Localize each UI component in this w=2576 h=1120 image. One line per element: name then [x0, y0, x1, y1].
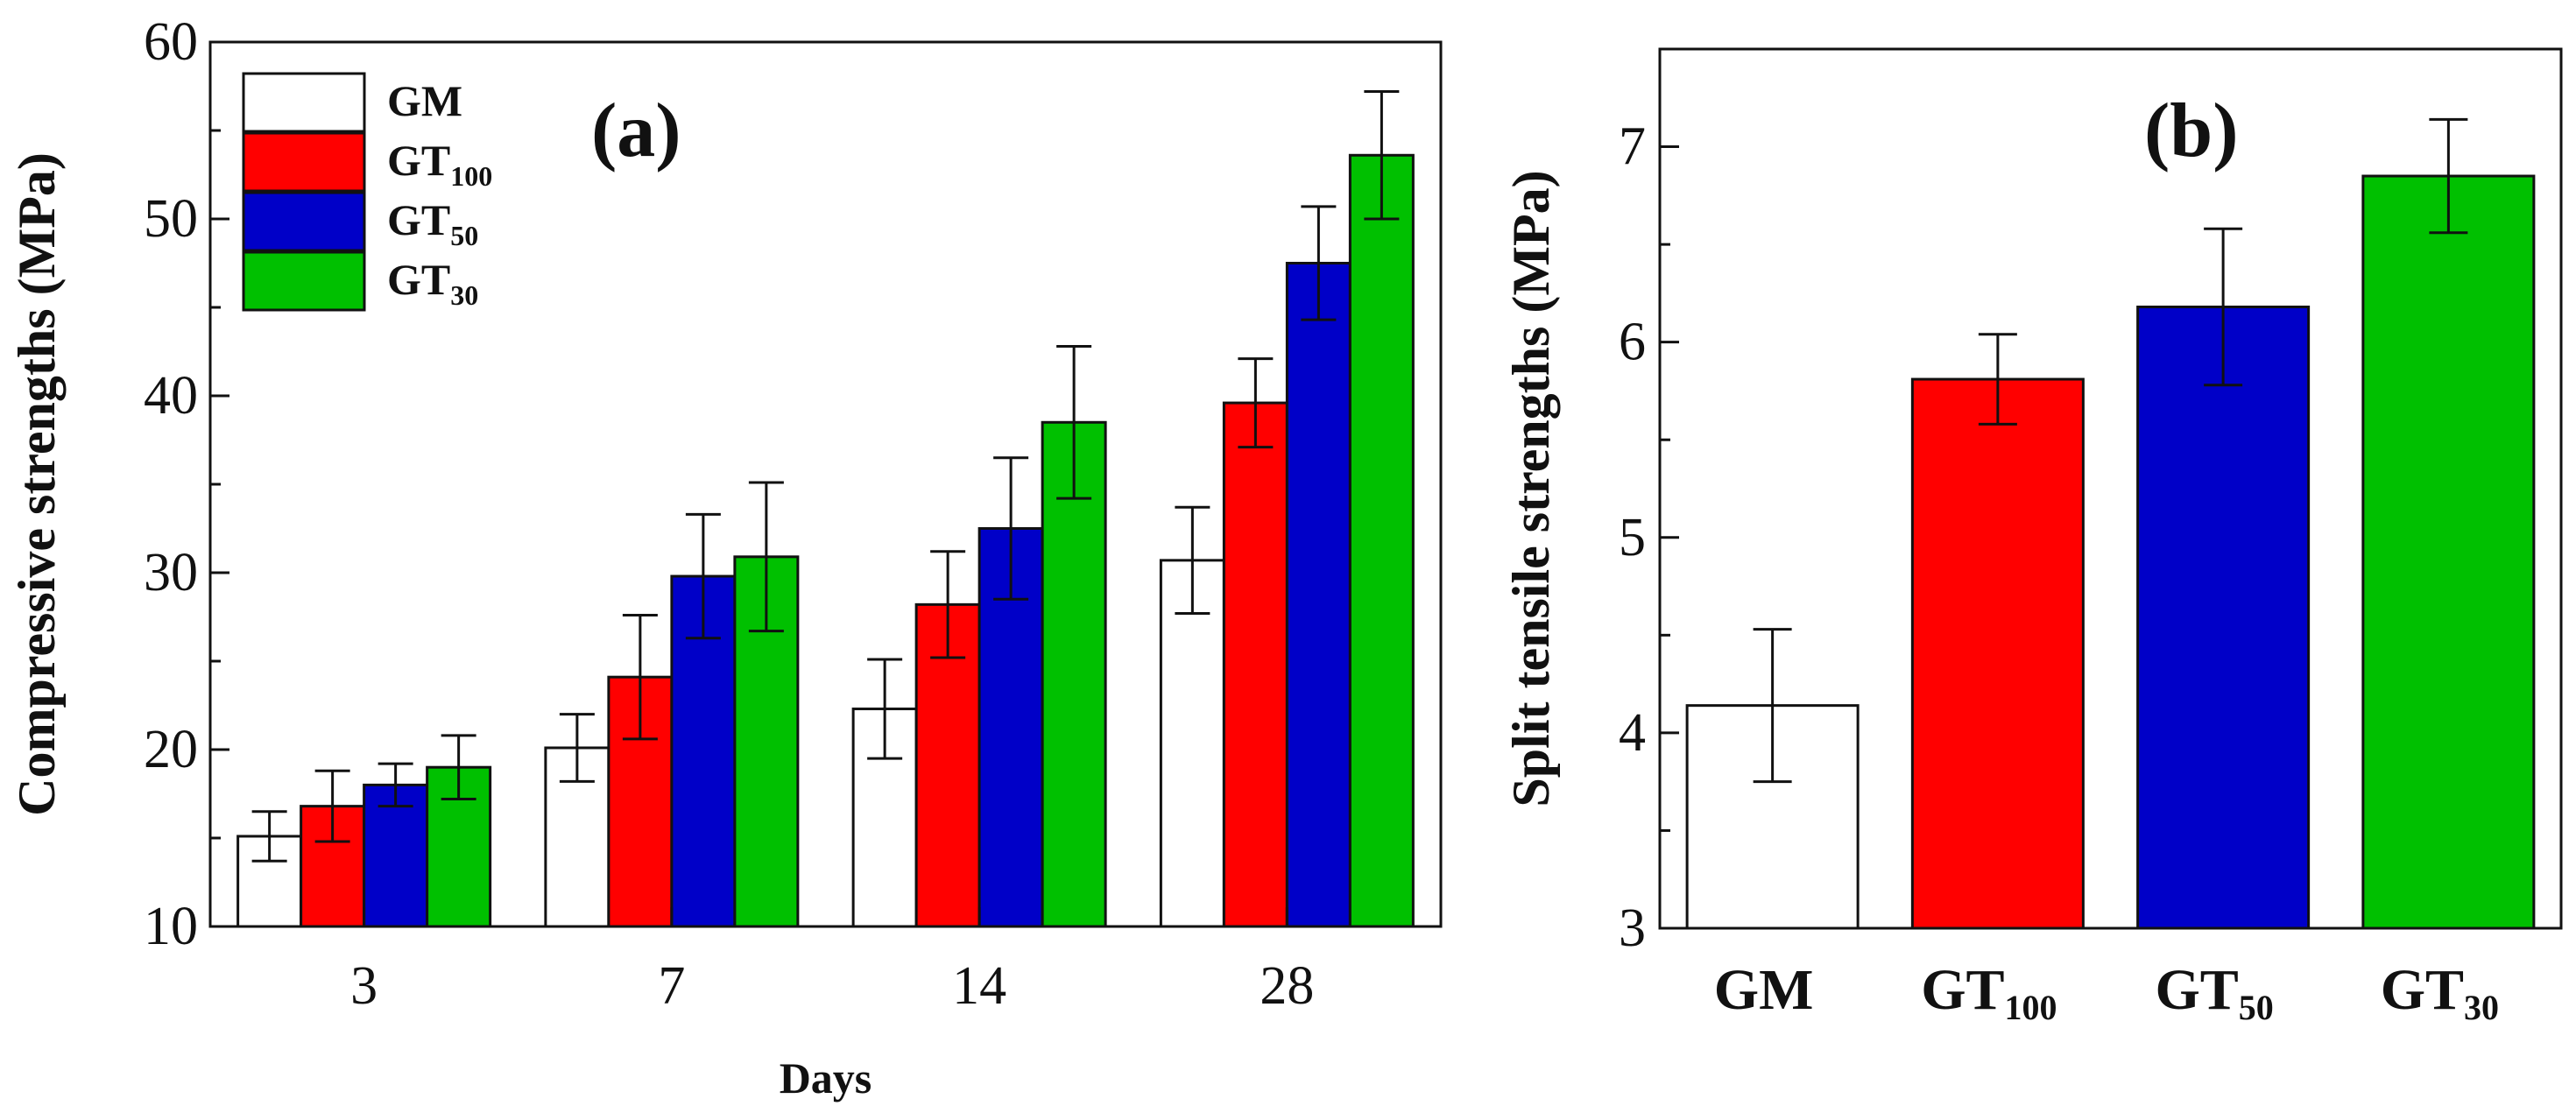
bar-GT30-day-28: [1348, 153, 1415, 928]
legend-swatch-GM: [242, 72, 366, 133]
y-axis-label-b: Split tensile strengths (MPa): [1502, 170, 1560, 807]
y-tick-label-b: 4: [1619, 703, 1646, 763]
bar-GT100: [1910, 377, 2085, 930]
y-tick-label-b: 6: [1619, 313, 1646, 372]
legend-label-GT100-base: GT: [387, 136, 450, 185]
legend-label-GT50-subscript: 50: [450, 220, 478, 251]
x-tick-label-GT50: GT50: [2155, 958, 2273, 1027]
x-tick-label-a: 3: [350, 956, 378, 1016]
y-axis-label-a: Compressive strengths (MPa): [8, 152, 66, 816]
x-tick-label-GT30: GT30: [2381, 958, 2499, 1027]
legend-label-GT50: GT50: [387, 195, 478, 251]
legend-label-GM-base: GM: [387, 76, 462, 125]
y-tick-label-b: 5: [1619, 508, 1646, 567]
bar-GT50: [2136, 306, 2311, 930]
y-tick-label-b: 3: [1619, 898, 1646, 958]
legend-label-GT100-subscript: 100: [450, 160, 492, 192]
bar-GM-day-28: [1159, 559, 1225, 928]
plot-frame-b: [1658, 47, 2563, 930]
legend-label-GT30: GT30: [387, 255, 478, 311]
y-tick-label-a: 50: [144, 189, 198, 249]
y-tick-label-a: 10: [144, 897, 198, 956]
legend-label-GT100: GT100: [387, 136, 492, 192]
x-tick-label-GM-base: GM: [1714, 958, 1814, 1022]
y-tick-label-b: 7: [1619, 117, 1646, 177]
plot-frame-a: [208, 40, 1443, 928]
x-axis-label-a: Days: [780, 1053, 872, 1102]
legend-label-GM: GM: [387, 76, 462, 125]
y-tick-label-a: 30: [144, 543, 198, 602]
x-tick-label-GT50-subscript: 50: [2239, 988, 2274, 1027]
legend-swatch-GT30: [242, 250, 366, 312]
bar-GT30-day-14: [1041, 420, 1107, 928]
panel-label-b: (b): [2144, 88, 2239, 173]
x-tick-label-a: 7: [658, 956, 685, 1016]
y-tick-label-a: 40: [144, 366, 198, 426]
bar-GT100-day-28: [1222, 401, 1288, 928]
x-tick-label-a: 14: [952, 956, 1006, 1016]
legend-swatch-GT100: [242, 131, 366, 193]
x-tick-label-GT30-base: GT: [2381, 958, 2464, 1022]
bar-GT50-day-28: [1285, 262, 1352, 928]
panel-label-a: (a): [591, 88, 681, 173]
y-tick-label-a: 20: [144, 720, 198, 779]
x-tick-label-a: 28: [1260, 956, 1314, 1016]
x-tick-label-GT30-subscript: 30: [2464, 988, 2499, 1027]
legend-label-GT30-base: GT: [387, 255, 450, 304]
legend-label-GT50-base: GT: [387, 195, 450, 244]
legend-label-GT30-subscript: 30: [450, 279, 478, 311]
x-tick-label-GT50-base: GT: [2155, 958, 2238, 1022]
x-tick-label-GT100-subscript: 100: [2005, 988, 2057, 1027]
x-tick-label-GT100: GT100: [1921, 958, 2057, 1027]
legend-swatch-GT50: [242, 191, 366, 252]
x-tick-label-GM: GM: [1714, 958, 1814, 1022]
y-tick-label-a: 60: [144, 12, 198, 72]
x-tick-label-GT100-base: GT: [1921, 958, 2004, 1022]
bar-GT30-day-3: [426, 765, 492, 928]
bar-GT30: [2361, 174, 2536, 930]
